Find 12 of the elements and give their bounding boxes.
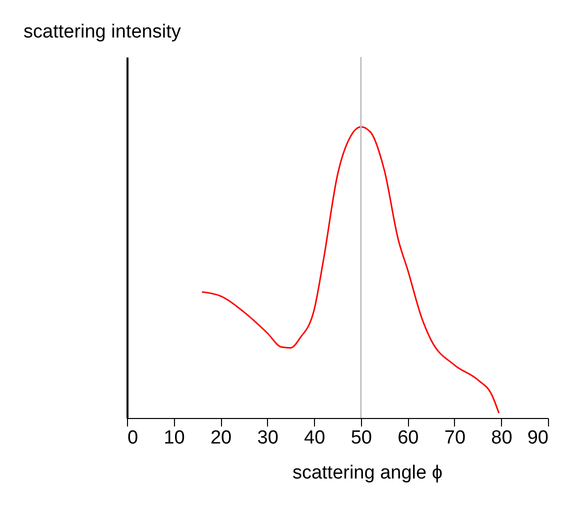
x-tick-label: 50 [350, 428, 372, 448]
x-tick-label: 60 [398, 428, 419, 448]
y-axis-title: scattering intensity [24, 22, 182, 42]
x-tick-label: 0 [128, 428, 138, 448]
x-tick-label: 20 [210, 428, 232, 448]
x-tick-label: 40 [304, 428, 326, 448]
x-tick-label: 30 [257, 428, 278, 448]
x-tick-label: 70 [444, 428, 466, 448]
x-tick-label: 90 [527, 428, 548, 448]
x-axis-title: scattering angle ϕ [292, 462, 442, 484]
x-tick-label: 80 [491, 428, 512, 448]
x-tick-label: 10 [164, 428, 185, 448]
